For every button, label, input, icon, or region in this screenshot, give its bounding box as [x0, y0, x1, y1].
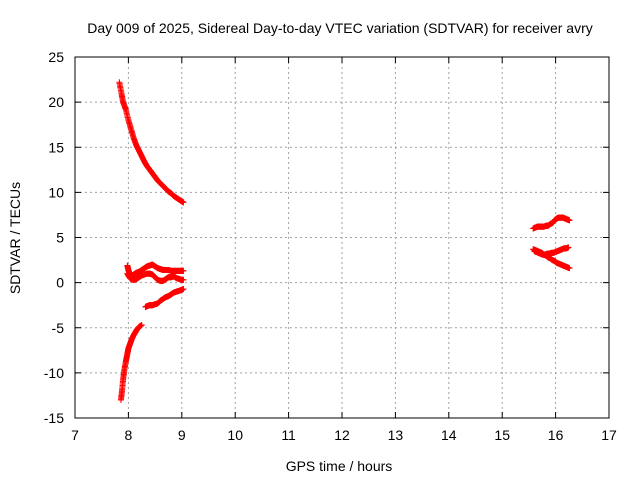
x-tick-label: 16	[548, 427, 564, 443]
axis-ticks	[74, 56, 610, 419]
x-tick-label: 12	[334, 427, 350, 443]
data-points	[116, 79, 573, 403]
series-track-5-lower-recovery	[117, 322, 145, 403]
series-track-4-rising	[142, 285, 187, 310]
data-point-marker	[566, 217, 573, 224]
tick-labels: 7 8 9 10 11 12 13 14 15 16 17 -15 -10 -5 0 5 10 15 20 25	[44, 49, 617, 443]
data-point-marker	[180, 267, 187, 274]
data-point-marker	[138, 322, 145, 329]
series-track-1-upper-decay	[116, 79, 187, 206]
grid-lines	[75, 57, 609, 418]
x-tick-label: 10	[227, 427, 243, 443]
y-tick-label: -15	[44, 410, 64, 426]
data-point-marker	[180, 276, 187, 283]
data-point-marker	[180, 199, 187, 206]
x-tick-label: 11	[281, 427, 296, 443]
y-tick-label: 20	[48, 94, 64, 110]
data-point-marker	[565, 244, 572, 251]
y-tick-label: -10	[44, 365, 64, 381]
series-track-2-mid-upper	[124, 261, 187, 279]
y-tick-label: 25	[48, 49, 64, 65]
x-tick-label: 13	[388, 427, 404, 443]
y-tick-label: -5	[52, 320, 65, 336]
x-tick-label: 7	[71, 427, 79, 443]
x-axis-label: GPS time / hours	[286, 458, 393, 474]
series-track-8-late-lower-b	[531, 244, 572, 258]
y-tick-label: 15	[48, 139, 64, 155]
series-track-6-late-upper	[530, 214, 573, 232]
data-point-marker	[566, 265, 573, 272]
x-tick-label: 14	[441, 427, 457, 443]
y-tick-label: 0	[56, 275, 64, 291]
data-point-marker	[180, 285, 187, 292]
series-track-3-mid-lower	[124, 270, 187, 284]
y-axis-label: SDTVAR / TECUs	[7, 182, 23, 294]
y-tick-label: 10	[48, 184, 64, 200]
x-tick-label: 15	[494, 427, 510, 443]
y-tick-label: 5	[56, 230, 64, 246]
x-tick-label: 17	[601, 427, 617, 443]
x-tick-label: 9	[178, 427, 186, 443]
x-tick-label: 8	[125, 427, 133, 443]
chart-title: Day 009 of 2025, Sidereal Day-to-day VTE…	[87, 20, 593, 36]
